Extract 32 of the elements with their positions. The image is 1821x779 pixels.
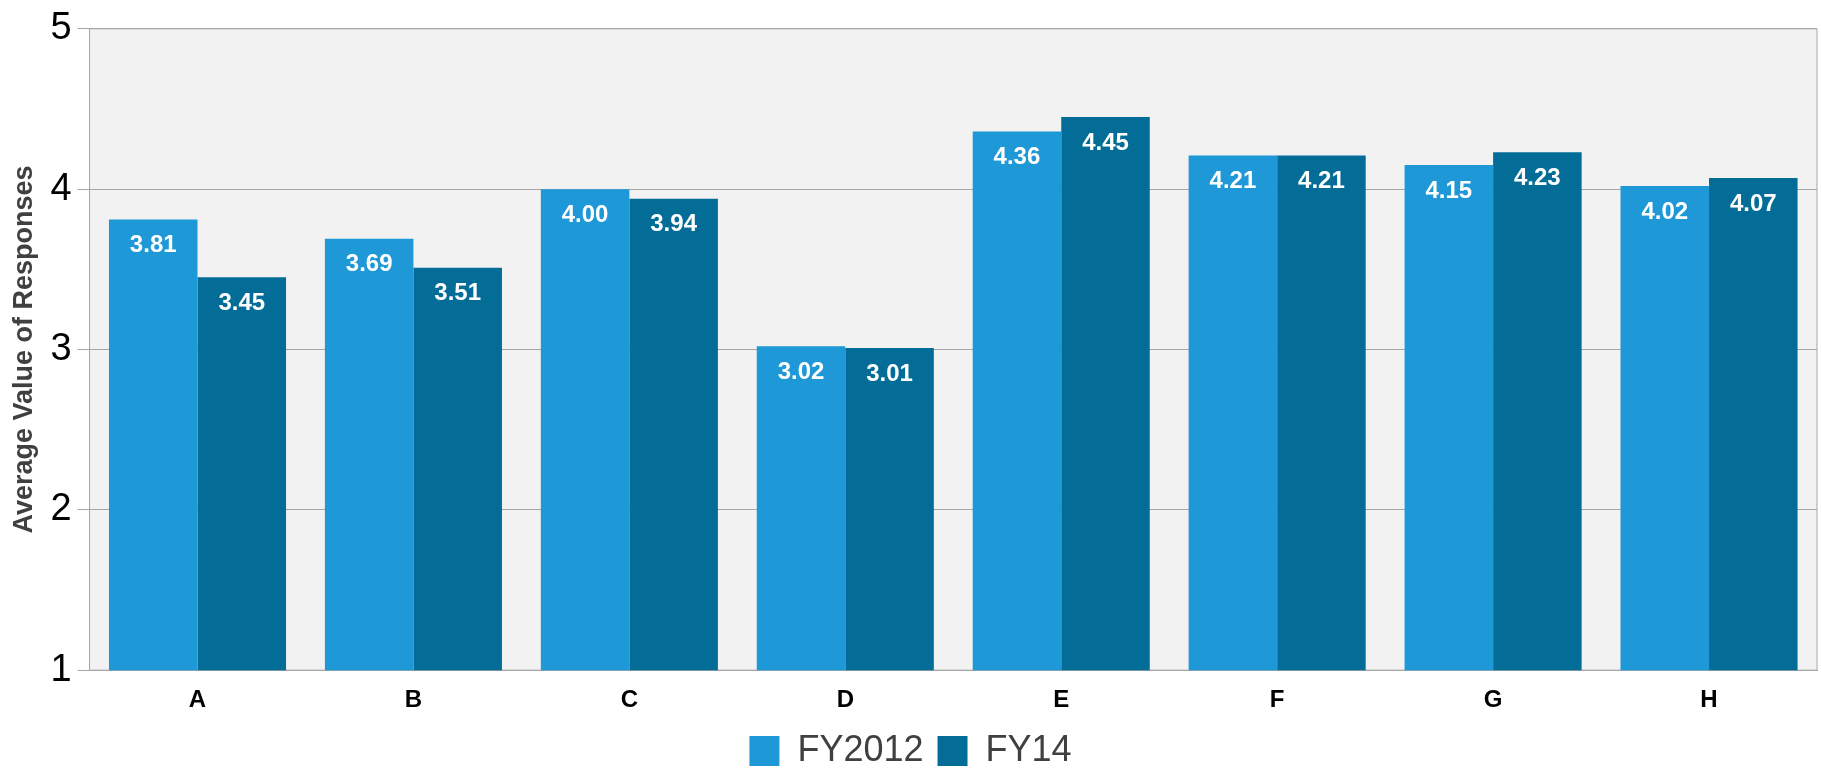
- data-label: 4.23: [1514, 162, 1561, 190]
- y-tick-label: 5: [50, 5, 72, 48]
- data-label: 4.36: [993, 142, 1041, 170]
- x-tick-label: G: [1483, 685, 1503, 713]
- data-label: 4.21: [1298, 166, 1345, 194]
- y-axis-title: Average Value of Responses: [7, 165, 38, 534]
- data-label: 3.94: [650, 209, 698, 237]
- data-label: 3.81: [129, 230, 177, 258]
- x-tick-label: H: [1700, 685, 1718, 713]
- x-tick-label: F: [1269, 685, 1285, 713]
- data-label: 3.69: [345, 249, 393, 277]
- data-label: 4.00: [561, 199, 609, 227]
- data-label: 3.45: [218, 287, 266, 315]
- data-label: 4.15: [1425, 175, 1473, 203]
- legend-label: FY14: [985, 727, 1072, 769]
- y-tick-label: 3: [50, 325, 72, 368]
- legend-label: FY2012: [797, 727, 924, 769]
- x-tick-label: D: [836, 685, 854, 713]
- data-label: 4.02: [1641, 196, 1689, 224]
- y-tick-label: 2: [50, 486, 72, 529]
- x-tick-label: E: [1053, 685, 1070, 713]
- data-label: 3.01: [866, 358, 913, 386]
- data-label: 3.02: [777, 356, 825, 384]
- data-label: 3.51: [434, 278, 482, 306]
- x-tick-label: C: [620, 685, 639, 713]
- data-label: 4.21: [1209, 166, 1257, 194]
- x-tick-label: B: [404, 685, 423, 713]
- y-tick-label: 4: [50, 165, 72, 208]
- y-tick-label: 1: [50, 646, 72, 689]
- data-label: 4.45: [1082, 127, 1129, 155]
- x-tick-label: A: [188, 685, 207, 713]
- data-label: 4.07: [1729, 188, 1777, 216]
